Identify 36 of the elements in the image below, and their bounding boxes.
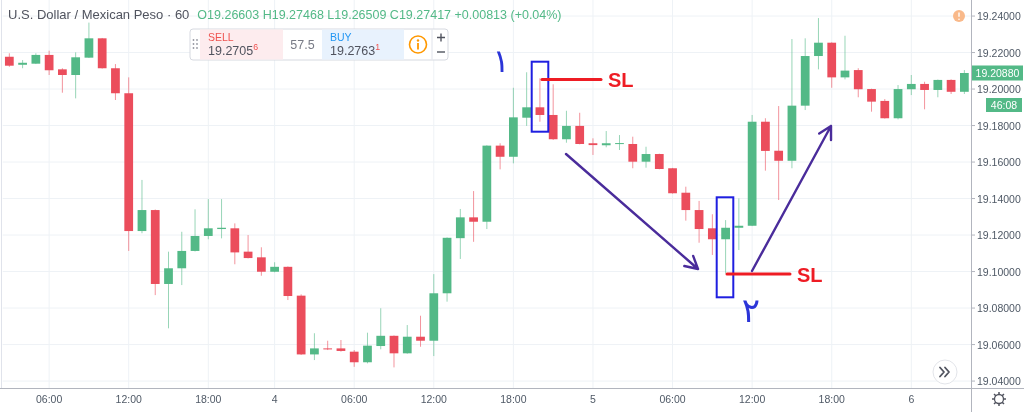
x-tick-label: 18:00	[195, 393, 222, 405]
y-tick-label: 19.24000	[977, 10, 1021, 23]
text: 46:08	[990, 99, 1018, 111]
annotation: BUY	[330, 31, 352, 43]
y-tick-label: 19.16000	[977, 156, 1021, 169]
ref-line-label: SL	[608, 69, 634, 92]
x-tick-label: 18:00	[500, 393, 527, 405]
annotation: 19.2705$^{6}$	[208, 42, 259, 58]
x-tick-label: 6	[908, 393, 915, 405]
y-tick-label: 19.12000	[977, 229, 1021, 242]
annotation: 19.2763$^{1}$	[330, 42, 381, 58]
y-tick-label: 19.20000	[977, 83, 1021, 96]
y-tick-label: 19.10000	[977, 265, 1021, 278]
annotation: SELL	[208, 31, 234, 43]
x-tick-label: 06:00	[35, 393, 63, 405]
ref-line-label: SL	[797, 264, 823, 287]
annotation: ۲	[741, 290, 761, 330]
x-tick-label: 5	[590, 393, 597, 405]
x-tick-label: 06:00	[659, 393, 686, 405]
y-tick-label: 19.14000	[977, 192, 1021, 205]
text: O19.26603 H19.27468 L19.26509 C19.27417 +0.00813 (+0.04%)	[197, 8, 562, 22]
y-tick-label: 19.18000	[977, 119, 1021, 132]
annotation: ۱	[492, 42, 510, 80]
chart-title: U.S. Dollar / Mexican Peso · 60	[8, 7, 190, 22]
y-tick-label: 19.22000	[977, 46, 1021, 59]
annotation: 57.5	[290, 38, 315, 52]
y-tick-label: 19.04000	[977, 375, 1021, 388]
y-tick-label: 19.08000	[977, 302, 1021, 315]
y-tick-label: 19.06000	[977, 338, 1021, 351]
x-tick-label: 12:00	[739, 393, 766, 405]
x-tick-label: 12:00	[115, 393, 143, 405]
x-tick-label: 18:00	[818, 393, 846, 405]
x-tick-label: 4	[271, 393, 278, 405]
text: 19.20880	[975, 66, 1020, 79]
x-tick-label: 12:00	[420, 393, 448, 405]
x-tick-label: 06:00	[341, 393, 368, 405]
